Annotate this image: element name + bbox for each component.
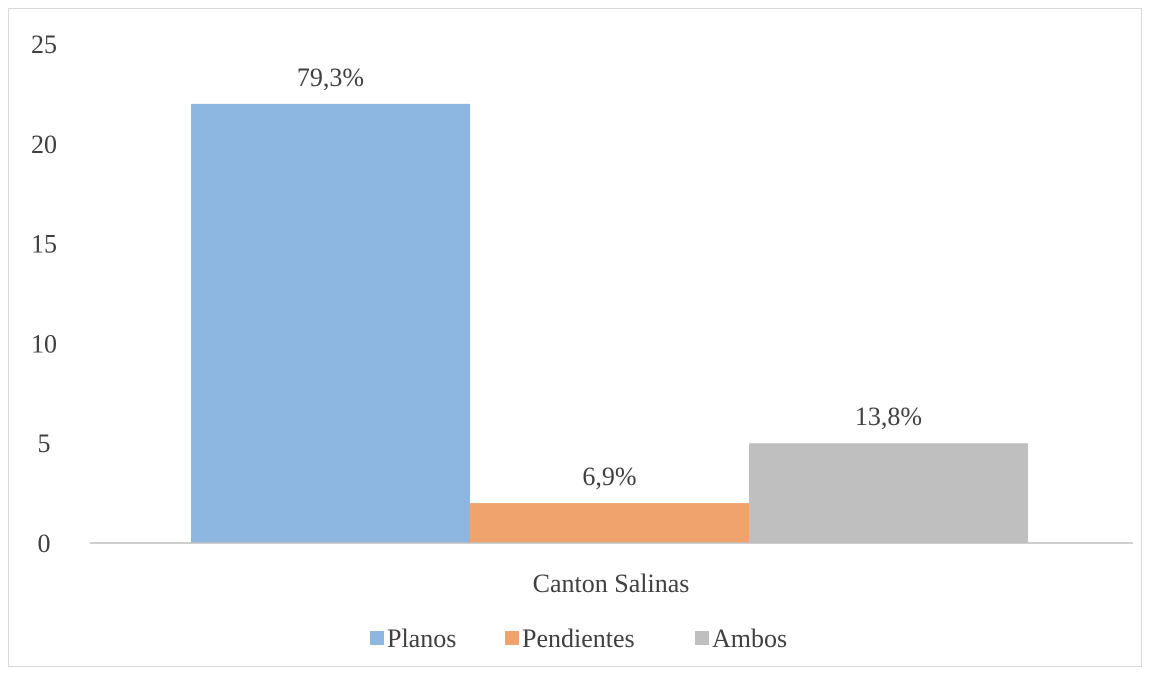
data-label: 79,3% bbox=[297, 63, 364, 92]
legend-label: Planos bbox=[387, 624, 456, 653]
chart-border bbox=[8, 8, 1142, 667]
bar-pendientes bbox=[470, 503, 749, 543]
bars-group bbox=[191, 103, 1028, 543]
data-label: 6,9% bbox=[582, 462, 636, 491]
legend-swatch-planos bbox=[370, 631, 384, 645]
x-category-label: Canton Salinas bbox=[533, 569, 690, 598]
x-axis-category-labels: Canton Salinas bbox=[533, 569, 690, 598]
y-tick-label: 0 bbox=[38, 529, 51, 558]
bar-planos bbox=[191, 103, 470, 543]
legend-swatch-pendientes bbox=[505, 631, 519, 645]
y-tick-label: 25 bbox=[31, 30, 57, 59]
legend-label: Ambos bbox=[712, 624, 787, 653]
y-tick-label: 20 bbox=[31, 130, 57, 159]
y-tick-label: 5 bbox=[38, 429, 51, 458]
legend-swatch-ambos bbox=[695, 631, 709, 645]
bar-ambos bbox=[749, 443, 1028, 543]
y-tick-label: 15 bbox=[31, 230, 57, 259]
data-label: 13,8% bbox=[855, 402, 922, 431]
legend-label: Pendientes bbox=[522, 624, 635, 653]
y-tick-label: 10 bbox=[31, 329, 57, 358]
legend: Planos Pendientes Ambos bbox=[370, 624, 787, 653]
y-axis-ticks: 0 5 10 15 20 25 bbox=[31, 30, 57, 558]
data-labels-group: 79,3% 6,9% 13,8% bbox=[297, 63, 922, 491]
